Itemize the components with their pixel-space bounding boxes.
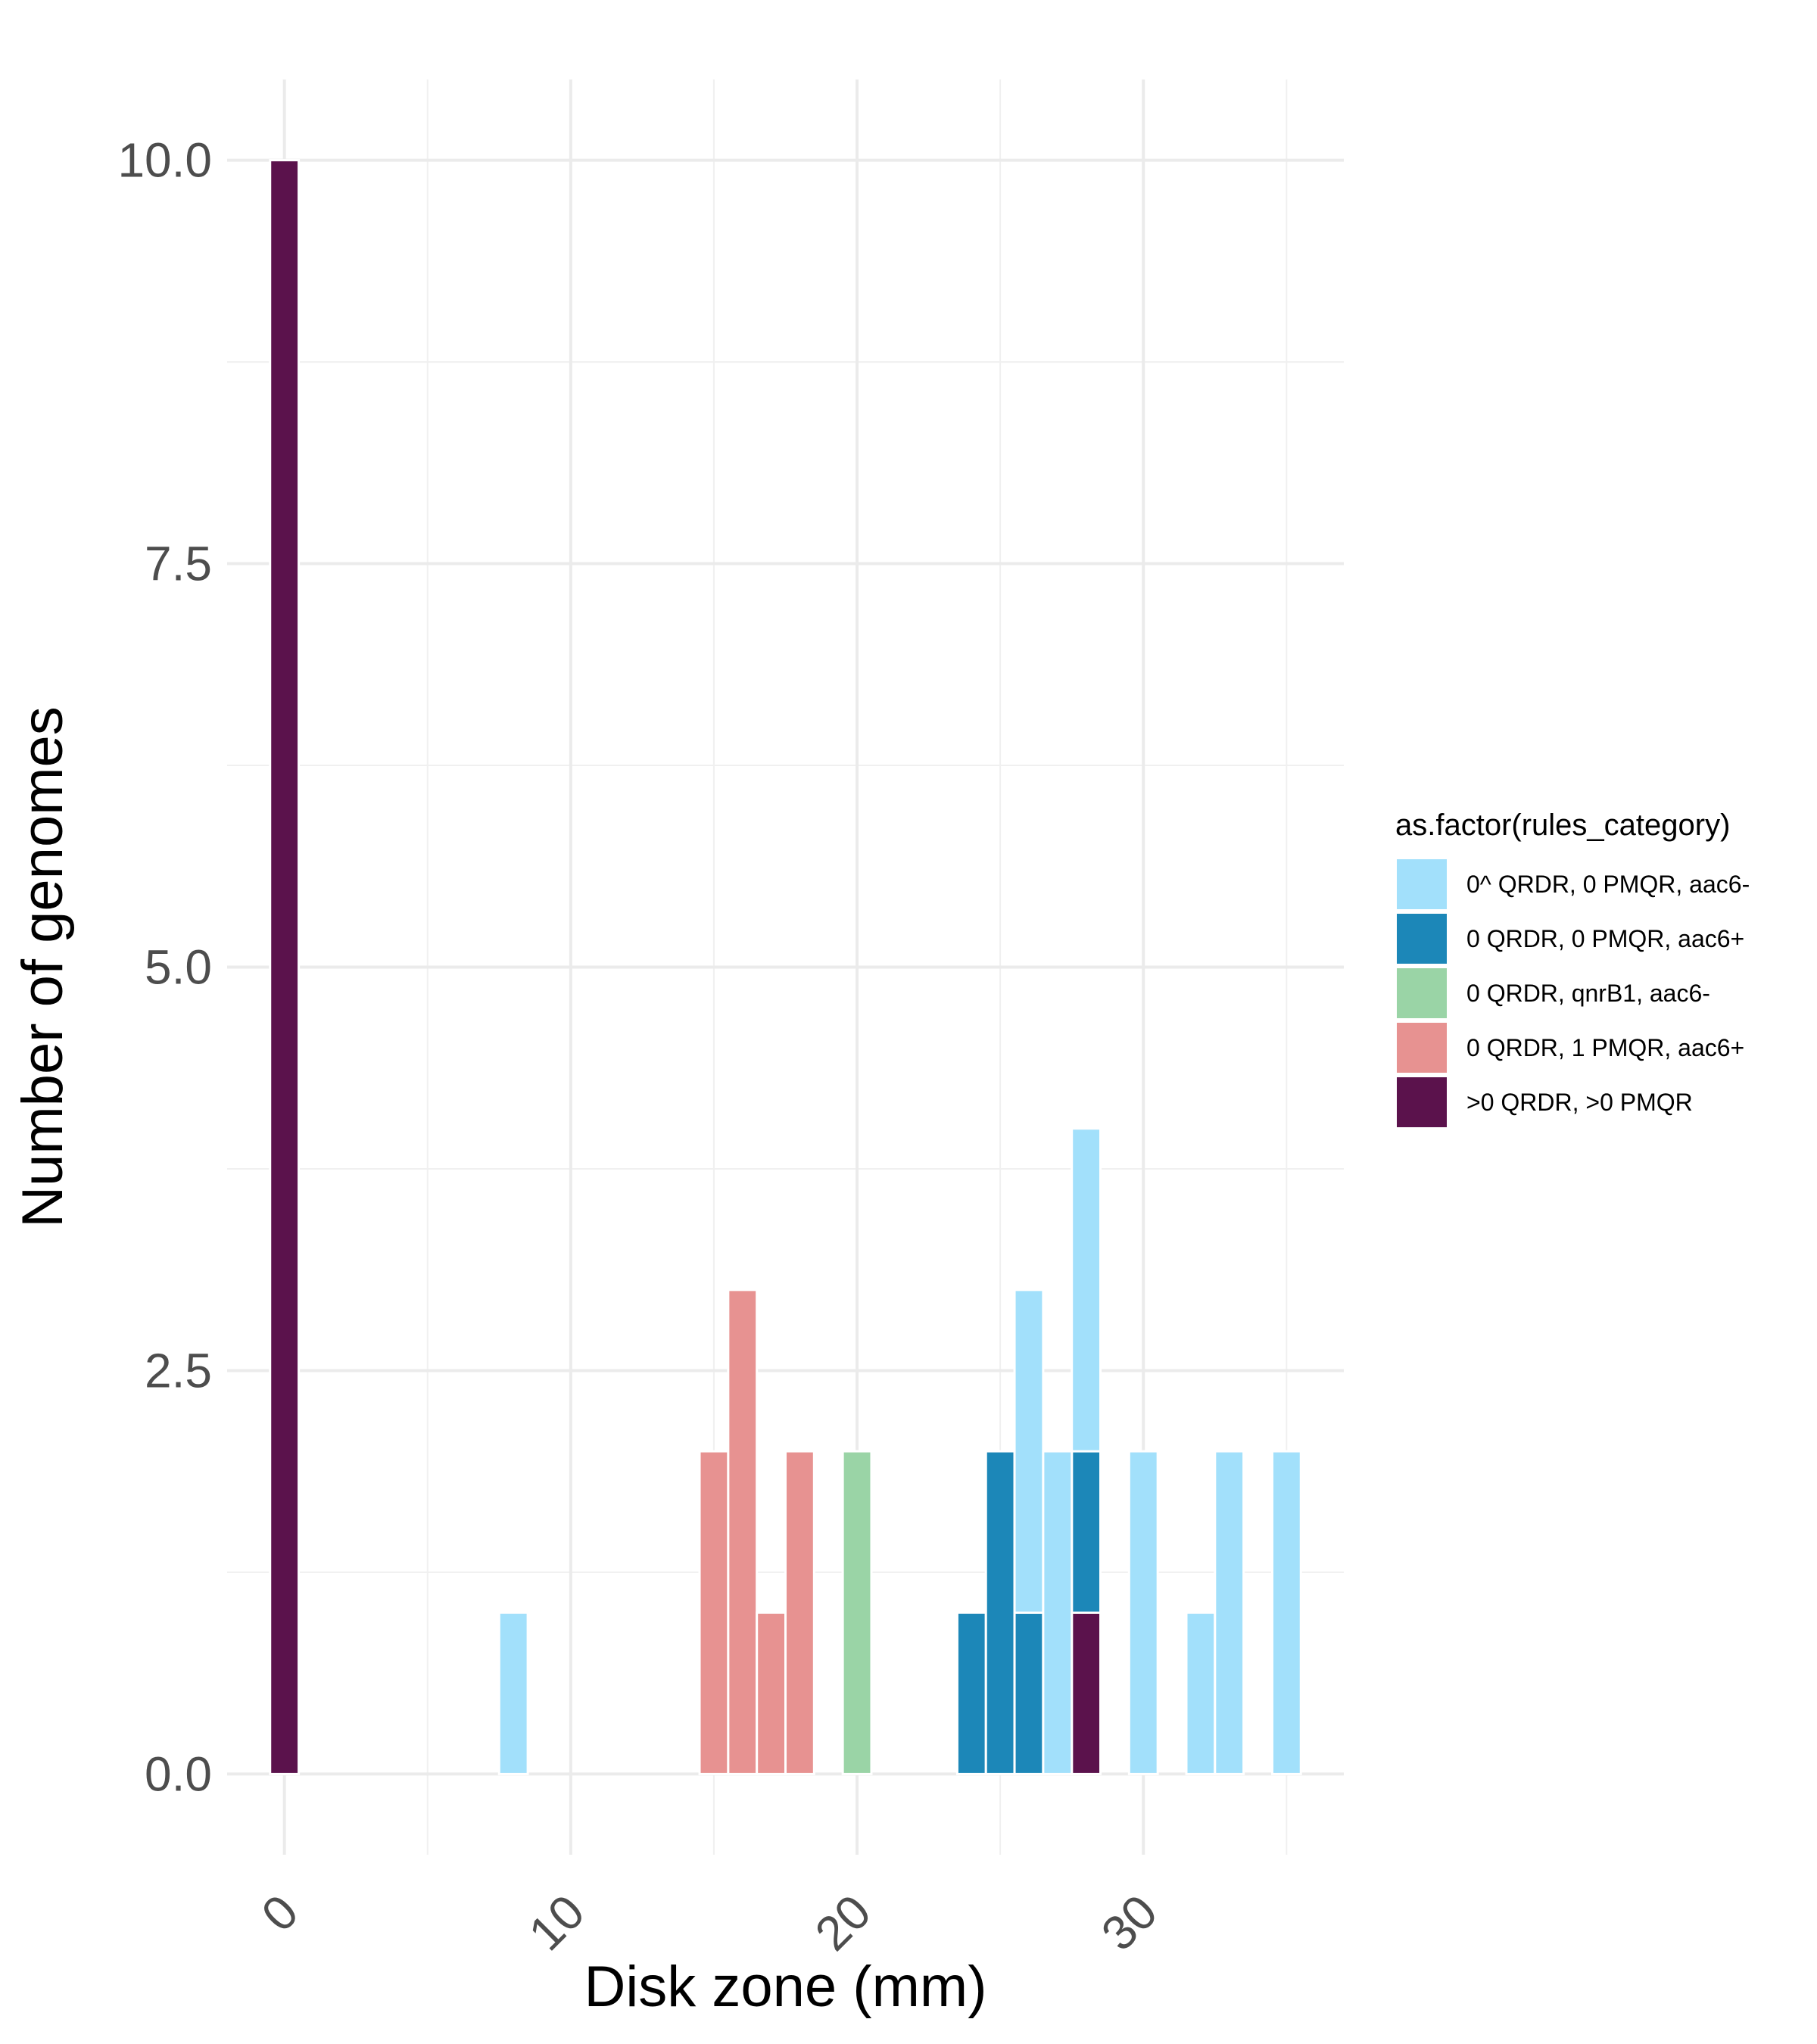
histogram-bar bbox=[841, 1450, 873, 1775]
legend-label: 0^ QRDR, 0 PMQR, aac6- bbox=[1466, 871, 1750, 898]
x-tick-label: 20 bbox=[805, 1884, 881, 1961]
legend-key bbox=[1397, 859, 1447, 909]
histogram-bar bbox=[1013, 1611, 1045, 1775]
x-tick-label: 30 bbox=[1091, 1884, 1167, 1961]
bars bbox=[269, 159, 1302, 1775]
histogram-bar bbox=[756, 1611, 787, 1775]
y-tick-label: 0.0 bbox=[145, 1746, 212, 1801]
legend-title: as.factor(rules_category) bbox=[1395, 809, 1730, 842]
y-tick-label: 2.5 bbox=[145, 1343, 212, 1397]
legend-key bbox=[1397, 968, 1447, 1018]
legend-key bbox=[1397, 914, 1447, 964]
legend-label: >0 QRDR, >0 PMQR bbox=[1466, 1089, 1693, 1116]
y-axis-title: Number of genomes bbox=[11, 706, 75, 1228]
histogram-bar bbox=[497, 1611, 529, 1775]
x-tick-label: 0 bbox=[251, 1884, 308, 1942]
histogram-bar bbox=[955, 1611, 987, 1775]
histogram-bar bbox=[784, 1450, 815, 1775]
legend-label: 0 QRDR, 0 PMQR, aac6+ bbox=[1466, 925, 1744, 952]
histogram-bar bbox=[1042, 1450, 1074, 1775]
legend-label: 0 QRDR, qnrB1, aac6- bbox=[1466, 980, 1710, 1007]
x-tick-label: 10 bbox=[518, 1884, 594, 1961]
histogram-bar bbox=[698, 1450, 730, 1775]
histogram-bar bbox=[269, 159, 301, 1775]
y-tick-label: 5.0 bbox=[145, 940, 212, 995]
y-tick-label: 7.5 bbox=[145, 537, 212, 591]
histogram-bar bbox=[1071, 1611, 1102, 1775]
histogram-bar bbox=[1214, 1450, 1245, 1775]
histogram-bar bbox=[984, 1450, 1016, 1775]
histogram-bar bbox=[1071, 1127, 1102, 1453]
legend-key bbox=[1397, 1023, 1447, 1073]
y-tick-label: 10.0 bbox=[117, 133, 212, 188]
histogram-bar bbox=[1185, 1611, 1217, 1775]
histogram-bar bbox=[1071, 1450, 1102, 1614]
legend: as.factor(rules_category) 0^ QRDR, 0 PMQ… bbox=[1395, 809, 1750, 1127]
histogram-bar bbox=[1013, 1288, 1045, 1614]
histogram-bar bbox=[727, 1288, 759, 1775]
legend-label: 0 QRDR, 1 PMQR, aac6+ bbox=[1466, 1034, 1744, 1061]
x-axis-title: Disk zone (mm) bbox=[584, 1955, 986, 2019]
legend-key bbox=[1397, 1077, 1447, 1127]
histogram-bar bbox=[1270, 1450, 1302, 1775]
histogram-bar bbox=[1127, 1450, 1159, 1775]
